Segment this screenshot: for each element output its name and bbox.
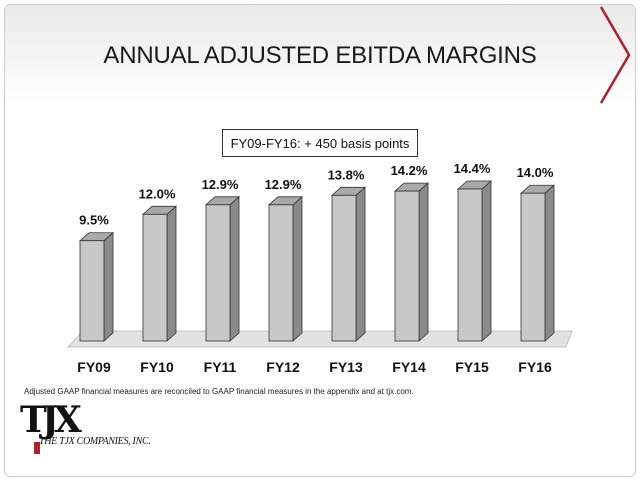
tick-label-fy14: FY14 — [392, 359, 426, 375]
bar-fy09 — [79, 240, 105, 342]
bar-fy11 — [205, 204, 231, 342]
tick-label-fy09: FY09 — [77, 359, 111, 375]
annotation-text: FY09-FY16: + 450 basis points — [230, 135, 410, 151]
data-label-fy09: 9.5% — [79, 213, 109, 228]
data-label-fy13: 13.8% — [328, 167, 365, 182]
chevron-accent-icon — [599, 6, 631, 104]
tick-label-fy16: FY16 — [518, 359, 552, 375]
tick-label-fy11: FY11 — [204, 359, 237, 375]
data-label-fy14: 14.2% — [391, 163, 428, 178]
tick-label-fy10: FY10 — [140, 359, 174, 375]
company-logo: TJX THE TJX COMPANIES, INC. — [20, 399, 151, 454]
bar-fy14 — [394, 190, 420, 342]
logo-mark: TJX — [20, 399, 82, 441]
bar-side-fy13 — [355, 186, 366, 342]
chart-floor — [67, 330, 573, 348]
bar-side-fy11 — [229, 195, 240, 342]
logo-accent-bar — [34, 442, 40, 454]
bar-side-fy16 — [544, 184, 555, 342]
footnote: Adjusted GAAP financial measures are rec… — [24, 387, 414, 396]
data-label-fy11: 12.9% — [202, 177, 239, 192]
data-label-fy10: 12.0% — [139, 186, 176, 201]
bar-side-fy14 — [418, 182, 429, 342]
bar-fy10 — [142, 213, 168, 342]
bar-fy13 — [331, 194, 357, 342]
bar-side-fy12 — [292, 195, 303, 342]
header-band — [5, 5, 635, 105]
logo-company-name: THE TJX COMPANIES, INC. — [39, 436, 151, 447]
bar-side-fy10 — [166, 205, 177, 342]
data-label-fy12: 12.9% — [265, 177, 302, 192]
data-label-fy16: 14.0% — [517, 165, 554, 180]
bar-side-fy15 — [481, 180, 492, 342]
bar-fy12 — [268, 204, 294, 342]
bar-side-fy09 — [103, 231, 114, 342]
slide-title: ANNUAL ADJUSTED EBITDA MARGINS — [103, 42, 537, 69]
data-label-fy15: 14.4% — [454, 161, 491, 176]
tick-label-fy12: FY12 — [266, 359, 300, 375]
bar-fy15 — [457, 188, 483, 342]
tick-label-fy15: FY15 — [455, 359, 489, 375]
bar-fy16 — [520, 192, 546, 342]
annotation-box: FY09-FY16: + 450 basis points — [222, 129, 418, 157]
tick-label-fy13: FY13 — [329, 359, 363, 375]
